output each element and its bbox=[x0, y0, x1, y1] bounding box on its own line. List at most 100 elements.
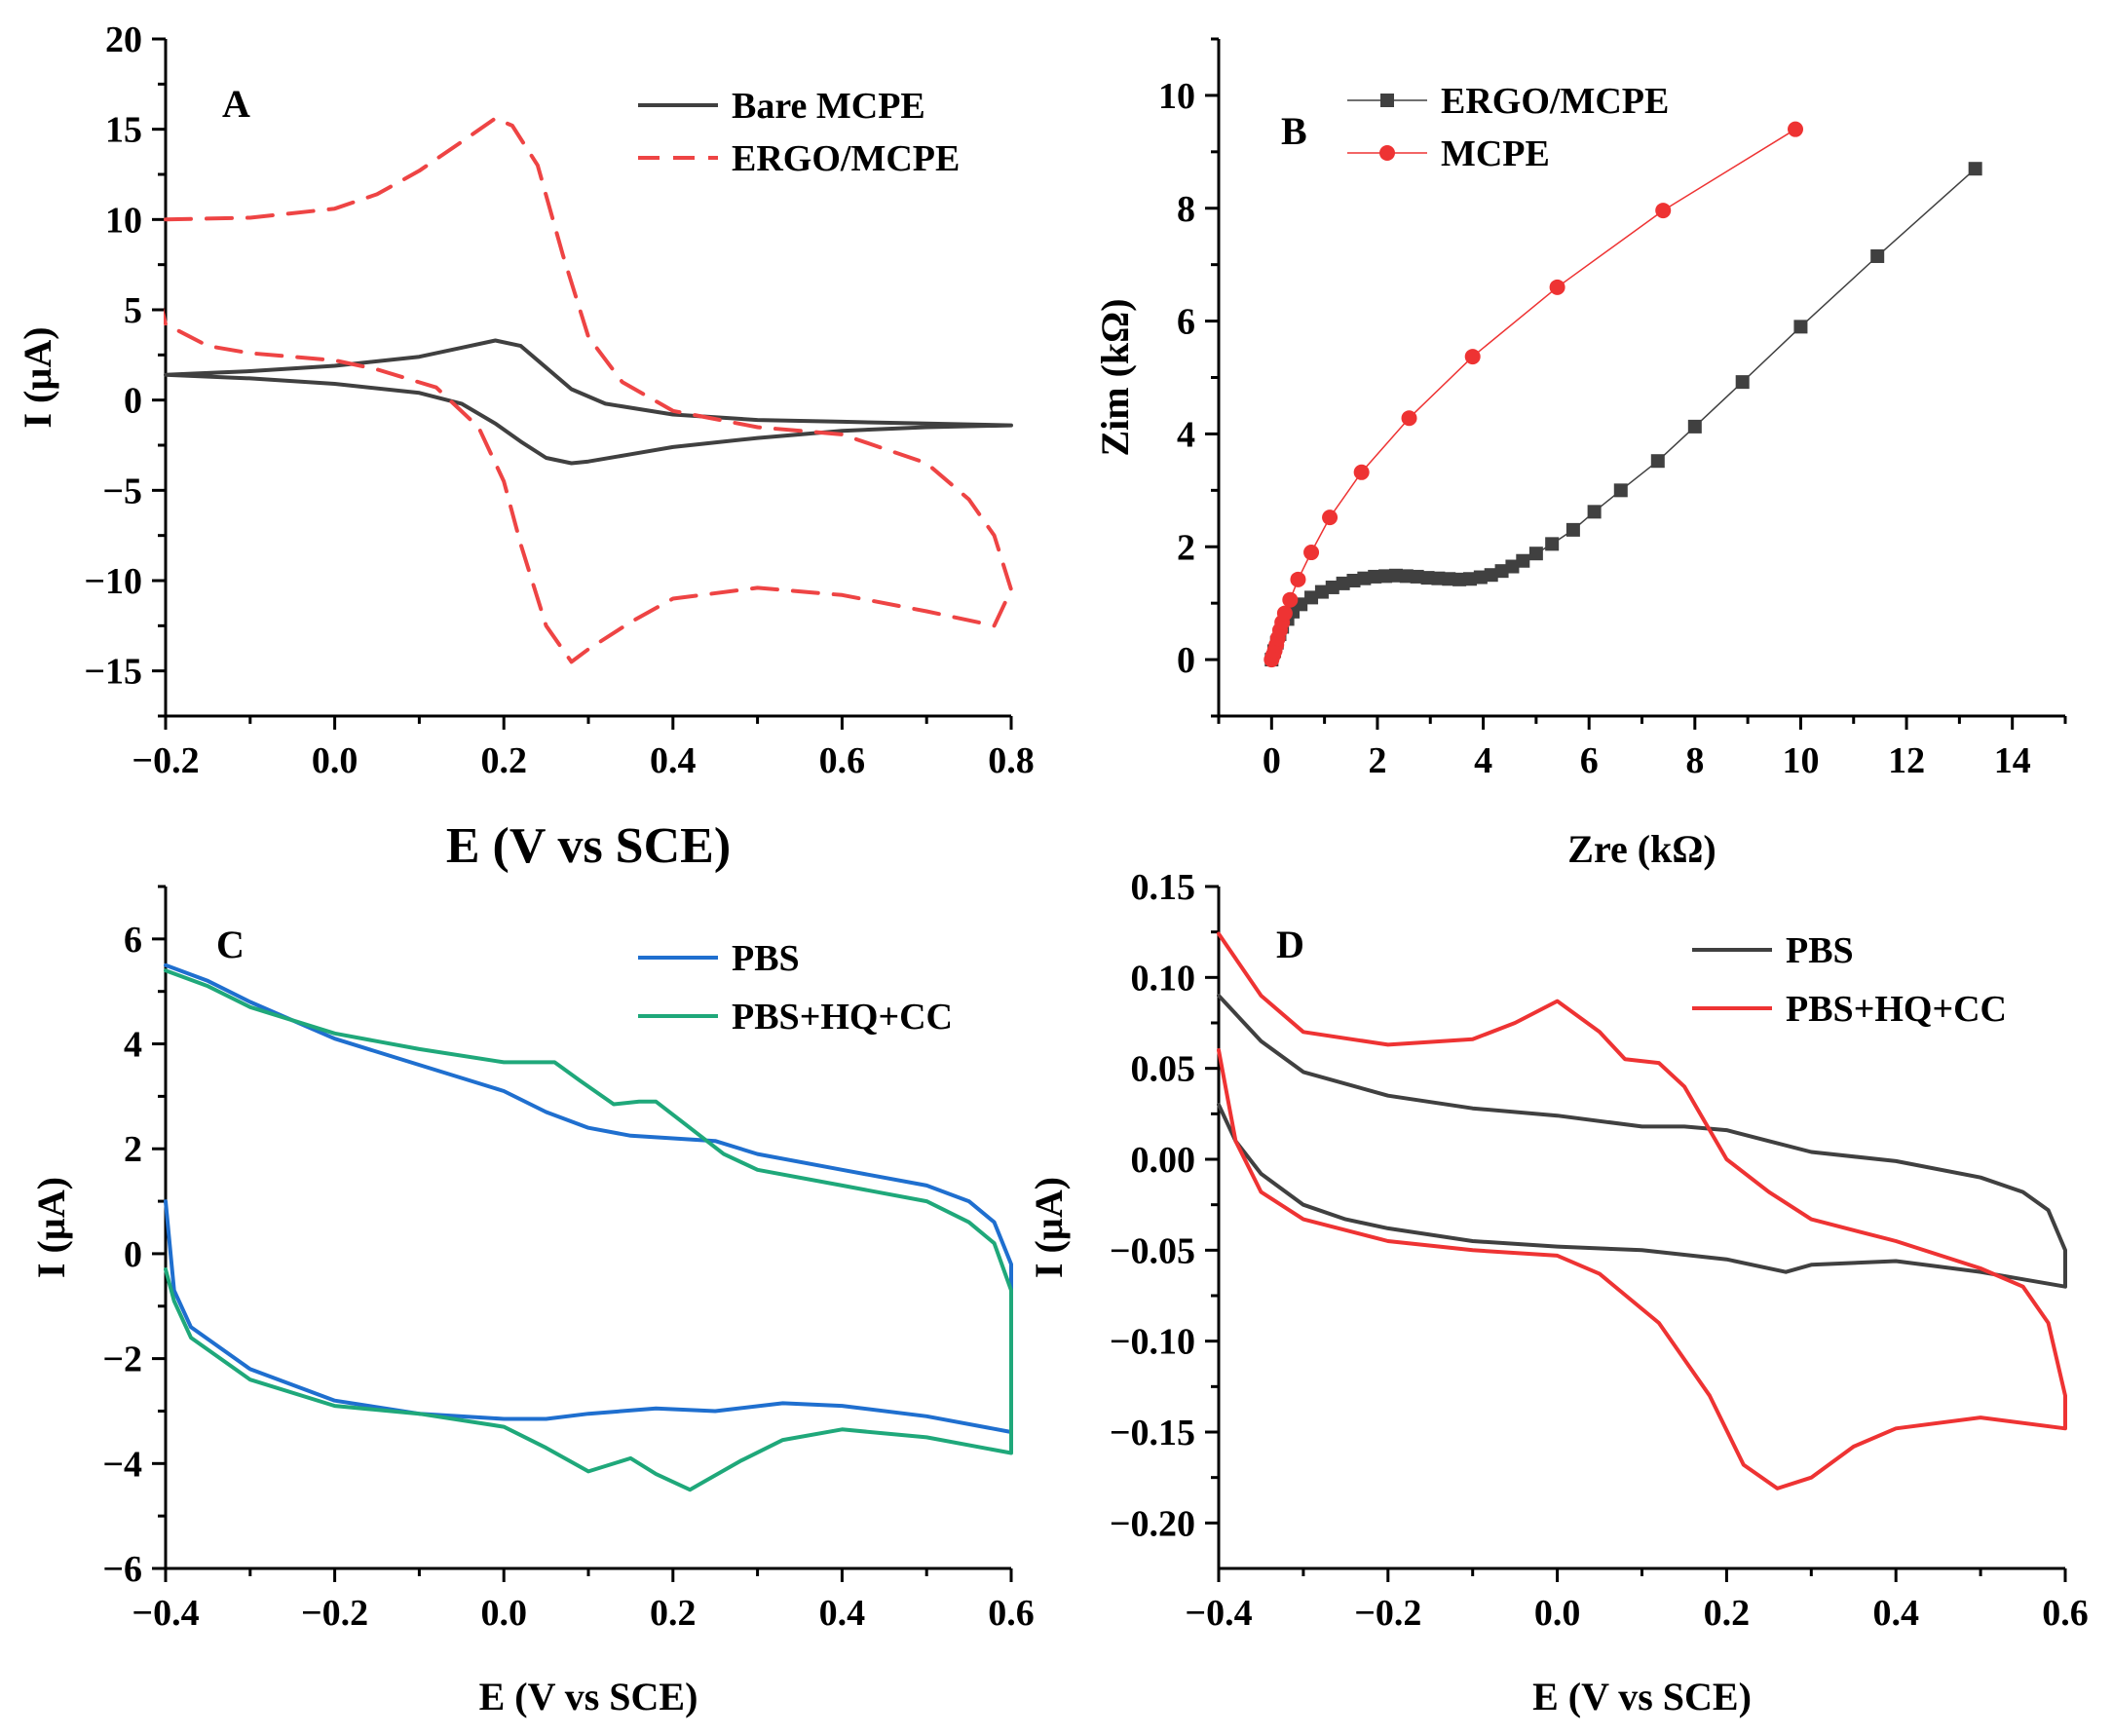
x-axis-label: E (V vs SCE) bbox=[446, 818, 731, 874]
x-tick-label: −0.2 bbox=[301, 1593, 368, 1634]
y-tick-label: 0 bbox=[124, 381, 142, 422]
data-point-square bbox=[1357, 571, 1372, 585]
data-point-square bbox=[1304, 590, 1319, 605]
y-tick-label: 10 bbox=[1158, 76, 1195, 117]
legend-label: Bare MCPE bbox=[732, 86, 925, 127]
y-tick-label: −5 bbox=[102, 471, 142, 511]
x-tick-label: 0.2 bbox=[650, 1593, 697, 1634]
legend-marker-square bbox=[1380, 94, 1394, 107]
data-point-square bbox=[1378, 569, 1393, 584]
series-line-ergo-mcpe bbox=[1270, 168, 1977, 660]
y-tick-label: −6 bbox=[102, 1549, 142, 1590]
x-tick-label: 14 bbox=[1994, 740, 2031, 781]
x-tick-label: 0.6 bbox=[2042, 1593, 2089, 1634]
y-tick-label: 6 bbox=[1177, 302, 1195, 343]
data-point-square bbox=[1399, 569, 1414, 584]
panel-a-cv-chart: −0.2 0.0 0.2 0.4 0.6 0.8 −15 −10 −5 0 5 10 15 20 E (V … bbox=[16, 19, 1035, 874]
x-axis-label: E (V vs SCE) bbox=[1532, 1675, 1752, 1718]
data-point-square bbox=[1431, 571, 1446, 585]
data-point-circle bbox=[1788, 121, 1804, 137]
legend-label: PBS bbox=[732, 938, 800, 979]
data-point-square bbox=[1484, 568, 1498, 583]
x-tick-label: 0.6 bbox=[819, 740, 866, 781]
data-point-square bbox=[1968, 162, 1982, 176]
y-tick-label: 5 bbox=[124, 290, 142, 331]
y-tick-label: −0.05 bbox=[1110, 1230, 1195, 1271]
data-point-square bbox=[1368, 569, 1382, 584]
y-tick-label: 10 bbox=[105, 200, 142, 241]
data-point-square bbox=[1346, 574, 1361, 587]
data-point-square bbox=[1325, 580, 1339, 594]
series-line-pbs bbox=[1217, 994, 2067, 1289]
data-point-square bbox=[1735, 375, 1750, 390]
data-point-square bbox=[1613, 483, 1628, 498]
plot-area bbox=[164, 116, 1013, 664]
data-point-circle bbox=[1322, 509, 1339, 526]
y-tick-label: 6 bbox=[124, 920, 142, 961]
series-line-pbs-hq-cc bbox=[1217, 931, 2067, 1491]
y-tick-label: −0.20 bbox=[1110, 1503, 1195, 1544]
data-point-circle bbox=[1303, 545, 1320, 561]
data-point-square bbox=[1388, 568, 1403, 583]
data-point-square bbox=[1452, 572, 1467, 586]
panel-letter: B bbox=[1281, 109, 1307, 153]
data-point-square bbox=[1462, 572, 1477, 586]
x-tick-label: 8 bbox=[1685, 740, 1704, 781]
panel-letter: D bbox=[1276, 923, 1304, 966]
data-point-circle bbox=[1353, 464, 1370, 480]
data-point-square bbox=[1336, 576, 1350, 590]
y-tick-label: 2 bbox=[1177, 527, 1195, 568]
legend-label: PBS bbox=[1786, 930, 1854, 971]
data-point-square bbox=[1687, 419, 1702, 434]
x-axis-label: E (V vs SCE) bbox=[479, 1675, 698, 1718]
legend-label: MCPE bbox=[1441, 133, 1550, 174]
data-point-square bbox=[1516, 553, 1530, 568]
x-tick-label: 0.6 bbox=[988, 1593, 1035, 1634]
legend-label: PBS+HQ+CC bbox=[732, 997, 953, 1038]
y-tick-label: 0.00 bbox=[1131, 1140, 1196, 1181]
panel-c-cv-chart: −0.4 −0.2 0.0 0.2 0.4 0.6 −6 −4 −2 0 2 4 6 E (V vs SC… bbox=[29, 885, 1035, 1718]
y-tick-label: 2 bbox=[124, 1129, 142, 1170]
x-tick-label: −0.4 bbox=[132, 1593, 199, 1634]
x-tick-label: −0.4 bbox=[1185, 1593, 1252, 1634]
data-point-square bbox=[1793, 320, 1808, 334]
data-point-circle bbox=[1276, 605, 1293, 622]
y-tick-label: 0 bbox=[124, 1234, 142, 1275]
data-point-square bbox=[1505, 559, 1520, 574]
x-tick-label: 0.2 bbox=[480, 740, 527, 781]
plot-area bbox=[1217, 931, 2067, 1491]
y-tick-label: −0.10 bbox=[1110, 1322, 1195, 1363]
y-tick-label: −15 bbox=[84, 652, 142, 693]
panel-letter: C bbox=[216, 923, 245, 966]
y-axis-label: I (µA) bbox=[29, 1177, 73, 1278]
legend-label: ERGO/MCPE bbox=[732, 138, 960, 179]
x-tick-label: 4 bbox=[1474, 740, 1492, 781]
x-tick-label: 0.4 bbox=[1872, 1593, 1919, 1634]
x-tick-label: 0.0 bbox=[1534, 1593, 1581, 1634]
x-tick-label: 0.0 bbox=[480, 1593, 527, 1634]
x-tick-label: 0 bbox=[1263, 740, 1281, 781]
plot-area bbox=[164, 962, 1013, 1492]
x-tick-label: 0.4 bbox=[819, 1593, 866, 1634]
y-tick-label: 0.05 bbox=[1131, 1049, 1196, 1090]
y-axis-label: I (µA) bbox=[1027, 1177, 1071, 1278]
data-point-square bbox=[1870, 248, 1885, 263]
x-tick-label: 0.0 bbox=[312, 740, 358, 781]
panel-letter: A bbox=[222, 82, 250, 126]
y-tick-label: −0.15 bbox=[1110, 1413, 1195, 1453]
y-axis-label: I (µA) bbox=[16, 326, 59, 428]
legend-label: PBS+HQ+CC bbox=[1786, 989, 2007, 1030]
data-point-square bbox=[1528, 547, 1543, 561]
data-point-square bbox=[1420, 571, 1435, 585]
y-tick-label: 15 bbox=[105, 110, 142, 151]
x-tick-label: −0.2 bbox=[1354, 1593, 1421, 1634]
x-tick-label: −0.2 bbox=[132, 740, 199, 781]
legend-marker-circle bbox=[1379, 145, 1395, 161]
x-tick-label: 2 bbox=[1368, 740, 1386, 781]
panel-b-nyquist-chart: 0 2 4 6 8 10 12 14 0 2 4 6 8 10 Zre (kΩ) Zim (kΩ) B ERGO/… bbox=[1093, 37, 2067, 871]
x-tick-label: 0.8 bbox=[988, 740, 1035, 781]
data-point-square bbox=[1587, 505, 1602, 519]
x-tick-label: 10 bbox=[1782, 740, 1819, 781]
plot-area bbox=[1263, 121, 1982, 668]
